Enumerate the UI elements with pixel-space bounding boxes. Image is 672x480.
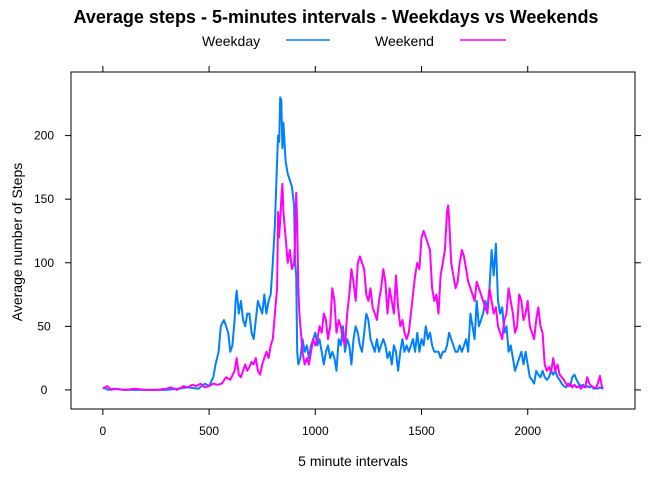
x-axis-label: 5 minute intervals	[298, 453, 408, 469]
y-tick-label: 100	[34, 256, 54, 270]
legend: Weekday Weekend	[202, 33, 506, 49]
series-line-weekday	[102, 96, 604, 391]
x-tick-label: 1500	[408, 424, 435, 438]
series-line-weekend	[102, 182, 604, 391]
y-tick-label: 50	[37, 319, 51, 333]
x-tick-label: 0	[100, 424, 107, 438]
y-tick-label: 200	[34, 129, 54, 143]
y-tick-label: 0	[41, 383, 48, 397]
legend-label-weekday: Weekday	[202, 33, 260, 49]
legend-label-weekend: Weekend	[375, 33, 434, 49]
chart-title: Average steps - 5-minutes intervals - We…	[74, 7, 599, 27]
plot-frame	[70, 71, 636, 410]
plot-series	[102, 96, 604, 391]
y-axis: 0 50 100 150 200	[34, 129, 641, 397]
x-tick-label: 500	[199, 424, 219, 438]
x-tick-label: 2000	[514, 424, 541, 438]
y-tick-label: 150	[34, 192, 54, 206]
x-tick-label: 1000	[302, 424, 329, 438]
y-axis-label: Average number of Steps	[9, 163, 25, 322]
x-axis: 0 500 1000 1500 2000	[100, 66, 541, 438]
